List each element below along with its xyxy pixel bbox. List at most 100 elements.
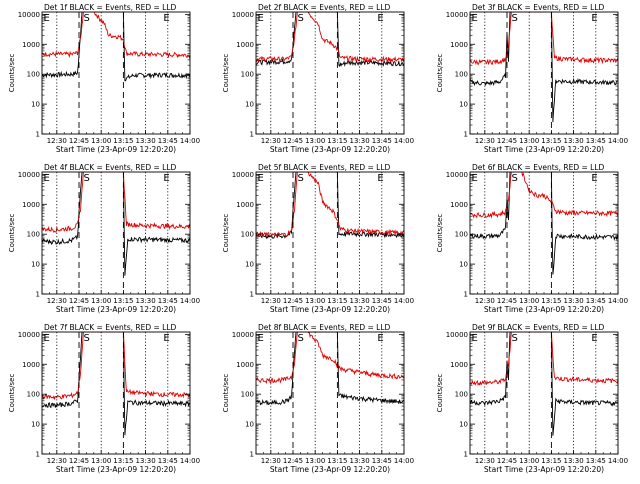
x-axis-label: Start Time (23-Apr-09 12:20:20) bbox=[56, 145, 176, 154]
marker-s: S bbox=[83, 13, 89, 24]
y-tick-label: 100 bbox=[455, 391, 468, 399]
y-axis-label: Counts/sec bbox=[8, 374, 16, 413]
y-tick-label: 100 bbox=[241, 391, 254, 399]
x-tick-label: 13:00 bbox=[91, 457, 111, 465]
panel-title: Det 3f BLACK = Events, RED = LLD bbox=[472, 3, 605, 12]
x-tick-label: 14:00 bbox=[180, 297, 200, 305]
x-tick-label: 12:30 bbox=[475, 457, 495, 465]
y-axis-label: Counts/sec bbox=[222, 374, 230, 413]
marker-e: E bbox=[44, 13, 50, 24]
y-tick-label: 1000 bbox=[236, 41, 254, 49]
x-tick-label: 13:30 bbox=[564, 297, 584, 305]
lld-series-line bbox=[42, 172, 190, 233]
x-tick-label: 13:15 bbox=[327, 297, 347, 305]
marker-s: S bbox=[511, 173, 517, 184]
x-tick-label: 13:15 bbox=[541, 457, 561, 465]
panel-title: Det 2f BLACK = Events, RED = LLD bbox=[258, 3, 391, 12]
y-tick-label: 10 bbox=[31, 261, 40, 269]
y-tick-label: 100 bbox=[241, 71, 254, 79]
marker-e: E bbox=[377, 173, 383, 184]
marker-e: E bbox=[258, 333, 264, 344]
y-tick-label: 10 bbox=[459, 421, 468, 429]
marker-e: E bbox=[163, 173, 169, 184]
y-tick-label: 10000 bbox=[232, 171, 254, 179]
marker-s: S bbox=[83, 333, 89, 344]
y-tick-label: 100 bbox=[455, 231, 468, 239]
events-series-line bbox=[470, 12, 618, 123]
x-tick-label: 13:15 bbox=[113, 297, 133, 305]
x-tick-label: 13:45 bbox=[586, 137, 606, 145]
x-tick-label: 13:15 bbox=[113, 137, 133, 145]
y-tick-label: 10 bbox=[31, 421, 40, 429]
panel-title: Det 1f BLACK = Events, RED = LLD bbox=[44, 3, 177, 12]
y-axis-label: Counts/sec bbox=[222, 214, 230, 253]
x-tick-label: 13:30 bbox=[350, 457, 370, 465]
y-axis-label: Counts/sec bbox=[436, 374, 444, 413]
marker-s: S bbox=[511, 333, 517, 344]
x-tick-label: 12:30 bbox=[475, 137, 495, 145]
y-tick-label: 100 bbox=[27, 391, 40, 399]
y-tick-label: 100 bbox=[241, 231, 254, 239]
y-tick-label: 1000 bbox=[450, 201, 468, 209]
y-tick-label: 1000 bbox=[236, 361, 254, 369]
y-tick-label: 1 bbox=[464, 131, 468, 139]
x-tick-label: 14:00 bbox=[394, 137, 414, 145]
series-group bbox=[256, 172, 404, 240]
x-tick-label: 13:00 bbox=[305, 457, 325, 465]
y-tick-label: 1 bbox=[36, 451, 40, 459]
x-tick-label: 13:30 bbox=[350, 297, 370, 305]
x-tick-label: 13:30 bbox=[136, 297, 156, 305]
marker-e: E bbox=[377, 13, 383, 24]
x-tick-label: 13:00 bbox=[519, 297, 539, 305]
marker-e: E bbox=[472, 333, 478, 344]
x-axis-label: Start Time (23-Apr-09 12:20:20) bbox=[270, 145, 390, 154]
x-tick-label: 13:00 bbox=[519, 137, 539, 145]
x-tick-label: 12:30 bbox=[261, 297, 281, 305]
x-tick-label: 13:00 bbox=[305, 137, 325, 145]
x-tick-label: 13:15 bbox=[327, 457, 347, 465]
y-tick-label: 1 bbox=[36, 291, 40, 299]
events-series-line bbox=[256, 12, 404, 68]
x-tick-label: 12:45 bbox=[283, 457, 303, 465]
y-tick-label: 10000 bbox=[446, 331, 468, 339]
x-tick-label: 12:30 bbox=[261, 457, 281, 465]
y-axis-label: Counts/sec bbox=[8, 54, 16, 93]
x-axis-label: Start Time (23-Apr-09 12:20:20) bbox=[484, 305, 604, 314]
marker-e: E bbox=[163, 13, 169, 24]
marker-e: E bbox=[163, 333, 169, 344]
y-tick-label: 10000 bbox=[18, 171, 40, 179]
x-tick-label: 13:15 bbox=[327, 137, 347, 145]
x-tick-label: 12:45 bbox=[497, 457, 517, 465]
x-tick-label: 12:30 bbox=[261, 137, 281, 145]
y-tick-label: 100 bbox=[455, 71, 468, 79]
lld-series-line bbox=[470, 332, 618, 387]
marker-s: S bbox=[511, 13, 517, 24]
marker-s: S bbox=[297, 13, 303, 24]
panel-title: Det 5f BLACK = Events, RED = LLD bbox=[258, 163, 391, 172]
y-tick-label: 1000 bbox=[450, 361, 468, 369]
marker-e: E bbox=[44, 333, 50, 344]
marker-e: E bbox=[472, 173, 478, 184]
x-tick-label: 14:00 bbox=[180, 457, 200, 465]
x-tick-label: 13:00 bbox=[305, 297, 325, 305]
x-axis-label: Start Time (23-Apr-09 12:20:20) bbox=[270, 305, 390, 314]
x-tick-label: 13:45 bbox=[158, 457, 178, 465]
x-tick-label: 13:45 bbox=[158, 297, 178, 305]
y-tick-label: 10 bbox=[459, 261, 468, 269]
events-series-line bbox=[42, 12, 190, 82]
marker-e: E bbox=[472, 13, 478, 24]
x-tick-label: 13:30 bbox=[136, 457, 156, 465]
marker-e: E bbox=[377, 333, 383, 344]
x-tick-label: 13:15 bbox=[113, 457, 133, 465]
x-tick-label: 12:45 bbox=[497, 297, 517, 305]
x-tick-label: 13:30 bbox=[136, 137, 156, 145]
x-tick-label: 12:30 bbox=[475, 297, 495, 305]
x-tick-label: 12:30 bbox=[47, 457, 67, 465]
series-group bbox=[470, 172, 618, 275]
series-group bbox=[42, 12, 190, 82]
y-tick-label: 10000 bbox=[446, 171, 468, 179]
x-tick-label: 13:00 bbox=[91, 297, 111, 305]
